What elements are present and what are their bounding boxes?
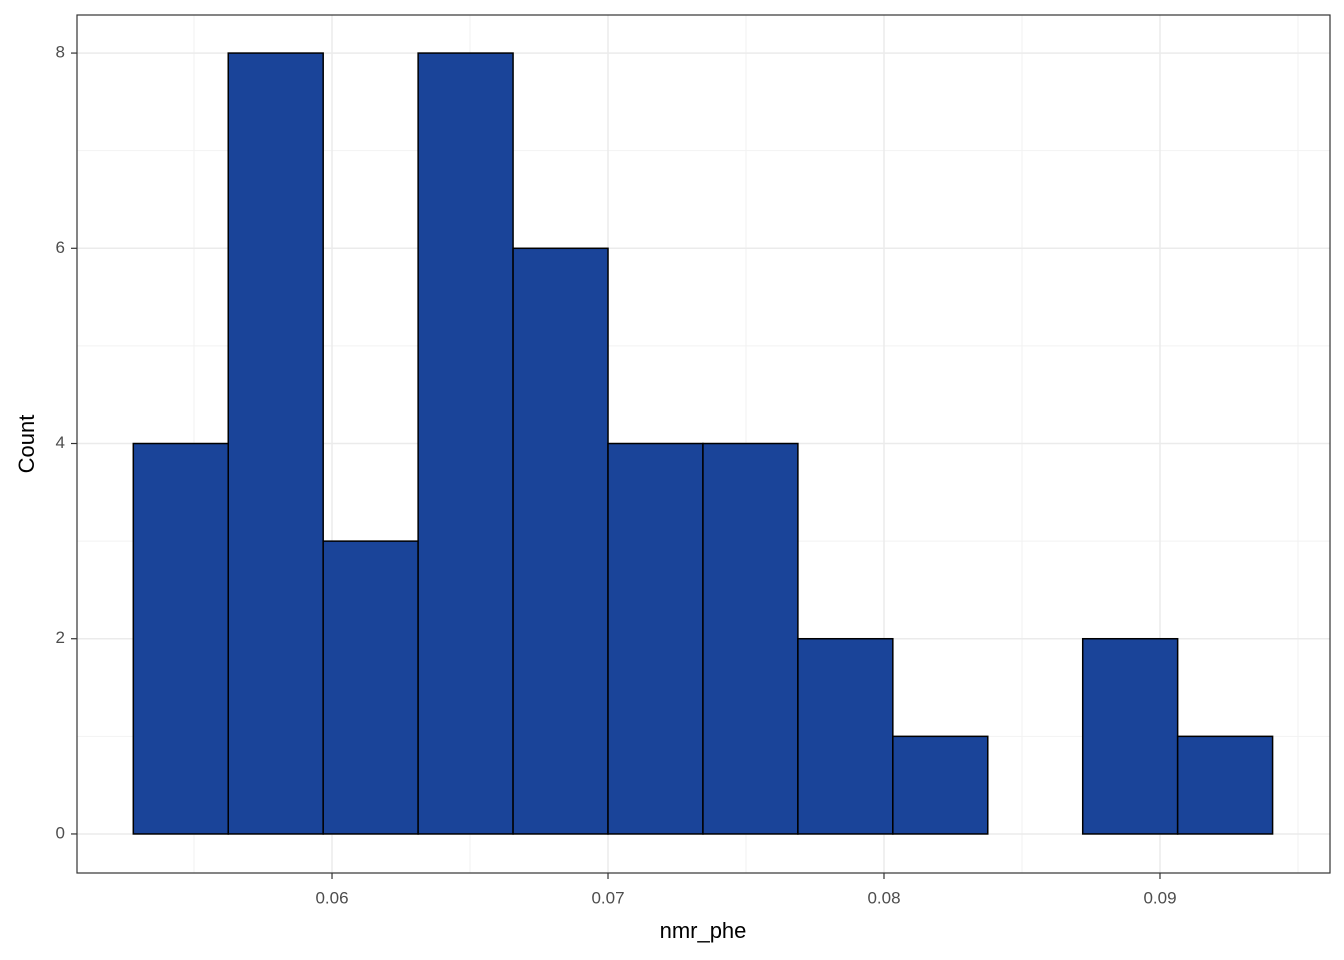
bar xyxy=(417,52,514,835)
y-tick-label: 0 xyxy=(56,823,65,842)
panel-border xyxy=(76,14,1331,874)
y-tick-label: 8 xyxy=(56,43,65,62)
bar xyxy=(702,442,799,835)
bar xyxy=(892,735,989,835)
x-tick-label: 0.08 xyxy=(867,888,900,907)
x-tick-label: 0.07 xyxy=(591,888,624,907)
y-tick-label: 6 xyxy=(56,238,65,257)
bar xyxy=(797,637,894,835)
bar xyxy=(1176,735,1274,835)
bar xyxy=(512,247,609,835)
y-axis-title: Count xyxy=(14,415,39,474)
bar xyxy=(607,442,704,835)
x-axis-title: nmr_phe xyxy=(660,918,747,943)
bar xyxy=(322,540,419,835)
bar xyxy=(132,442,229,835)
bar xyxy=(1081,637,1179,835)
y-tick-label: 4 xyxy=(56,433,65,452)
x-tick-label: 0.06 xyxy=(315,888,348,907)
y-tick-label: 2 xyxy=(56,628,65,647)
bar xyxy=(227,52,324,835)
x-tick-label: 0.09 xyxy=(1143,888,1176,907)
